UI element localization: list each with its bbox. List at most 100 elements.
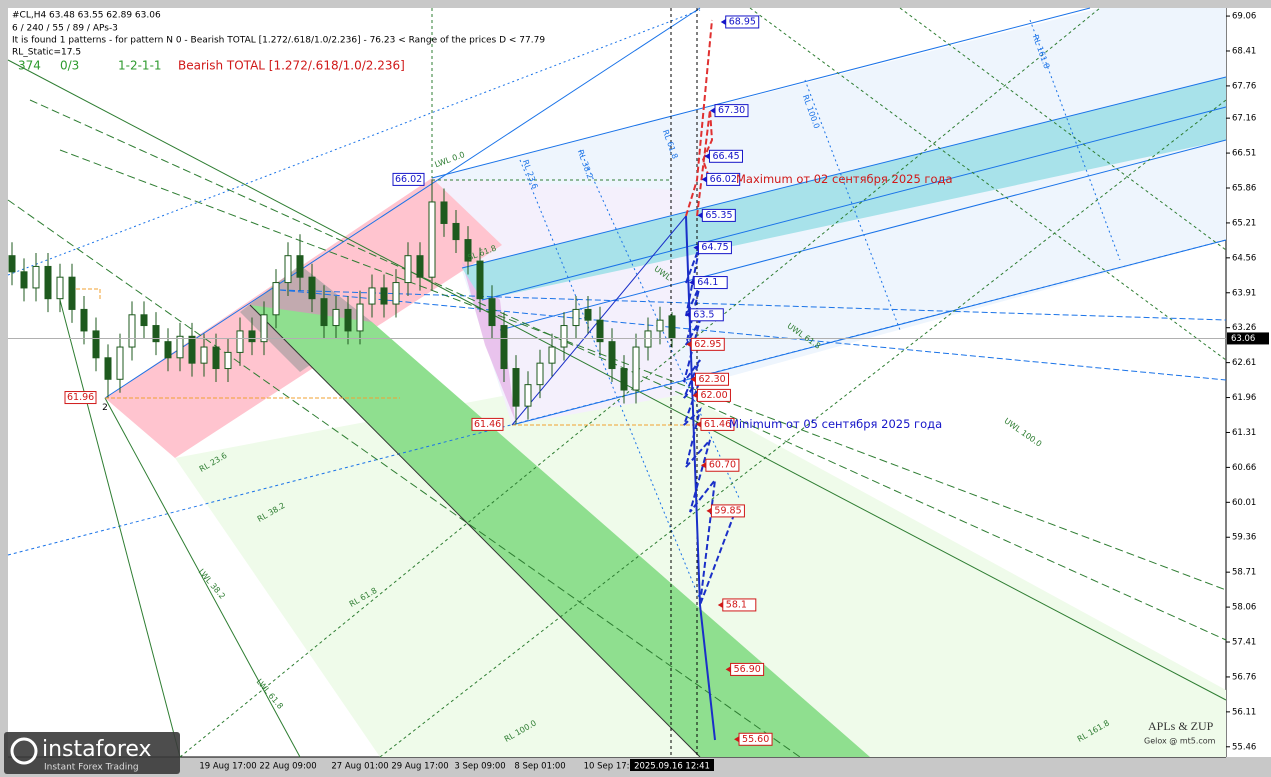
pattern-zone bbox=[462, 262, 515, 420]
y-tick-label: 63.26 bbox=[1232, 323, 1256, 333]
fan-line bbox=[7, 9, 701, 276]
pattern-label: 61.96 bbox=[67, 392, 94, 403]
y-tick-label: 65.86 bbox=[1232, 183, 1256, 193]
level-arrow bbox=[693, 244, 699, 251]
candle-body bbox=[224, 351, 232, 370]
level-label: 62.00 bbox=[700, 390, 727, 401]
y-tick-label: 61.96 bbox=[1232, 393, 1256, 403]
level-box bbox=[725, 15, 760, 29]
candle-body bbox=[140, 314, 148, 327]
candle-body bbox=[560, 325, 568, 348]
level-label: 67.30 bbox=[718, 105, 745, 116]
level-label: 55.60 bbox=[742, 734, 769, 745]
channel-line bbox=[499, 139, 1227, 331]
fan-line bbox=[899, 7, 1227, 251]
candle-body bbox=[668, 315, 676, 339]
level-label: 59.85 bbox=[714, 505, 741, 516]
fan-line bbox=[749, 7, 1227, 361]
level-arrow bbox=[689, 279, 695, 286]
y-tick-label: 60.01 bbox=[1232, 498, 1256, 508]
y-tick-label: 58.71 bbox=[1232, 568, 1256, 578]
channel-line bbox=[461, 76, 1227, 269]
x-tick-label: 3 Sep 09:00 bbox=[454, 762, 505, 772]
fan-line bbox=[29, 99, 1227, 641]
y-tick-label: 67.76 bbox=[1232, 81, 1256, 91]
fan-line bbox=[7, 199, 801, 758]
channel-line bbox=[249, 304, 701, 758]
candle-body bbox=[524, 384, 532, 407]
fan-line bbox=[379, 99, 1227, 758]
level-label: 62.30 bbox=[699, 374, 726, 385]
level-box bbox=[690, 337, 725, 351]
x-tick-label: 22 Aug 09:00 bbox=[259, 762, 316, 772]
green-channel bbox=[250, 305, 870, 757]
pattern-point-name: 2 bbox=[102, 403, 108, 413]
y-tick-label: 55.46 bbox=[1232, 742, 1256, 752]
candle-body bbox=[392, 282, 400, 305]
level-label: 62.95 bbox=[694, 339, 721, 350]
candle-body bbox=[104, 357, 112, 380]
level-box bbox=[693, 276, 728, 290]
level-label: 66.02 bbox=[710, 174, 737, 185]
x-tick-label: 8 Sep 01:00 bbox=[514, 762, 565, 772]
candle-body bbox=[332, 308, 340, 327]
status: 0/3 bbox=[60, 59, 79, 73]
candle-body bbox=[632, 346, 640, 391]
level-label: 68.95 bbox=[729, 16, 756, 27]
level-arrow bbox=[695, 421, 701, 428]
watermark-brand: instaforex bbox=[42, 737, 152, 762]
fan-line bbox=[104, 7, 701, 399]
candle-body bbox=[548, 346, 556, 364]
candle-body bbox=[476, 260, 484, 300]
drawings bbox=[7, 7, 1227, 758]
level-label: 64.1 bbox=[697, 277, 718, 288]
candle-body bbox=[656, 319, 664, 332]
y-tick-label: 60.66 bbox=[1232, 463, 1256, 473]
y-tick-label: 67.16 bbox=[1232, 114, 1256, 124]
candle-body bbox=[116, 346, 124, 380]
candle-body bbox=[500, 325, 508, 370]
candle-body bbox=[344, 308, 352, 332]
level-box bbox=[710, 504, 745, 518]
fan-line bbox=[579, 149, 741, 501]
y-tick-label: 64.56 bbox=[1232, 253, 1256, 263]
projection-zigzag bbox=[696, 109, 714, 217]
candle-body bbox=[152, 325, 160, 343]
projection-line bbox=[685, 19, 713, 217]
y-tick-label: 57.41 bbox=[1232, 638, 1256, 648]
pattern-box bbox=[471, 417, 504, 431]
last-price-label: 63.06 bbox=[1231, 334, 1255, 344]
candle-body bbox=[608, 341, 616, 370]
pattern-box bbox=[64, 391, 97, 405]
candle-body bbox=[8, 255, 16, 273]
candle-body bbox=[572, 308, 580, 327]
fan-line bbox=[279, 289, 1227, 321]
level-label: 64.75 bbox=[701, 242, 728, 253]
level-box bbox=[695, 372, 729, 386]
y-tick-label: 59.36 bbox=[1232, 533, 1256, 543]
level-label: 65.35 bbox=[705, 210, 732, 221]
level-box bbox=[696, 388, 731, 402]
watermark-box bbox=[4, 732, 180, 774]
candle-body bbox=[368, 287, 376, 305]
level-arrow bbox=[704, 153, 710, 160]
candle-body bbox=[416, 255, 424, 278]
x-tick-label: 2025.09.16 12:41 bbox=[634, 762, 710, 772]
fan-line bbox=[431, 7, 1091, 179]
y-tick-label: 65.21 bbox=[1232, 218, 1256, 228]
level-box bbox=[722, 598, 757, 612]
candle-body bbox=[188, 335, 196, 364]
channel-line bbox=[481, 106, 1227, 301]
level-label: 63.5 bbox=[693, 309, 714, 320]
candle-body bbox=[212, 346, 220, 370]
y-tick-label: 56.76 bbox=[1232, 672, 1256, 682]
candle-body bbox=[164, 341, 172, 359]
candle-body bbox=[620, 368, 628, 391]
cyan-channel bbox=[462, 77, 1226, 300]
credits: APLs & ZUP Gelox @ mt5.com bbox=[1144, 719, 1216, 746]
fan-line bbox=[59, 149, 1227, 591]
price-axis bbox=[1226, 8, 1271, 757]
candle-body bbox=[56, 276, 64, 300]
